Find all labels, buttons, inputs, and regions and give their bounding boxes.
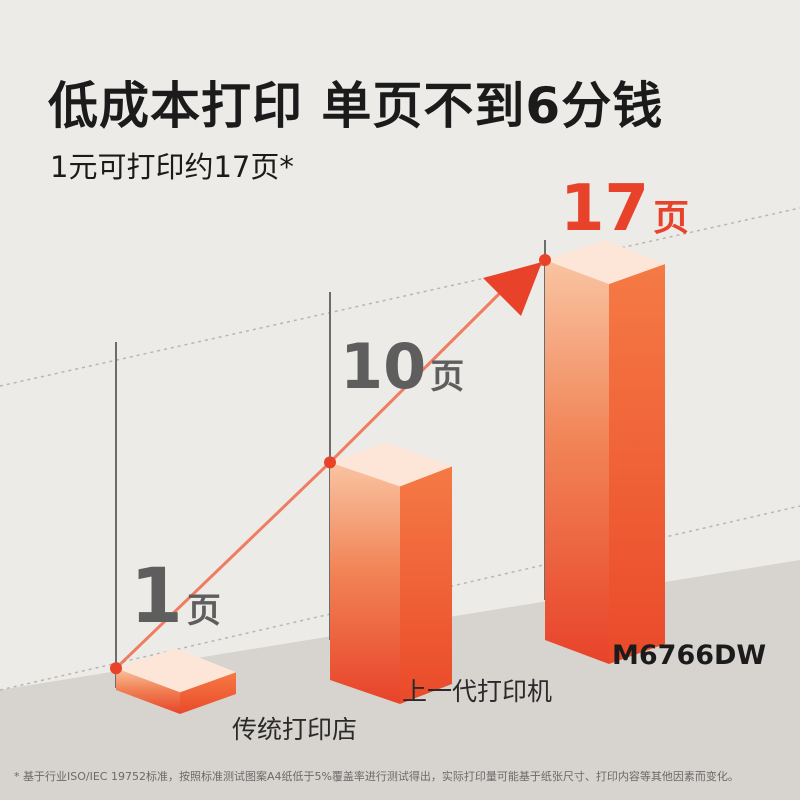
bar-front-face — [116, 668, 180, 714]
bar-3 — [545, 240, 665, 664]
bar-top-face — [116, 648, 236, 693]
bar-side-face — [180, 672, 236, 714]
bar-side-face — [609, 264, 665, 664]
bar-front-face — [330, 462, 400, 704]
category-label: 上一代打印机 — [402, 677, 552, 706]
bar-side-face — [400, 466, 452, 704]
category-label: 传统打印店 — [232, 715, 357, 744]
bar-1 — [116, 648, 236, 714]
bar-top-face — [545, 240, 665, 284]
trend-point — [539, 254, 551, 266]
trend-arrow-head — [483, 262, 542, 316]
category-label: M6766DW — [612, 640, 766, 671]
value-label-number: 1 — [130, 551, 183, 640]
value-label: 17 页 — [560, 172, 689, 246]
trend-point — [110, 662, 122, 675]
value-label-unit: 页 — [187, 591, 221, 631]
value-label-number: 10 — [340, 330, 426, 403]
subline: 1元可打印约17页* — [50, 150, 294, 184]
headline: 低成本打印 单页不到6分钱 — [48, 77, 664, 135]
bar-front-face — [545, 260, 609, 664]
value-label-unit: 页 — [653, 198, 689, 239]
value-label-number: 17 — [560, 172, 649, 246]
value-label-unit: 页 — [430, 357, 464, 397]
bar-top-face — [330, 442, 452, 487]
value-label: 10 页 — [340, 330, 464, 403]
footnote: * 基于行业ISO/IEC 19752标准，按照标准测试图案A4纸低于5%覆盖率… — [14, 770, 739, 783]
bar-2 — [330, 442, 452, 704]
trend-point — [324, 456, 336, 469]
